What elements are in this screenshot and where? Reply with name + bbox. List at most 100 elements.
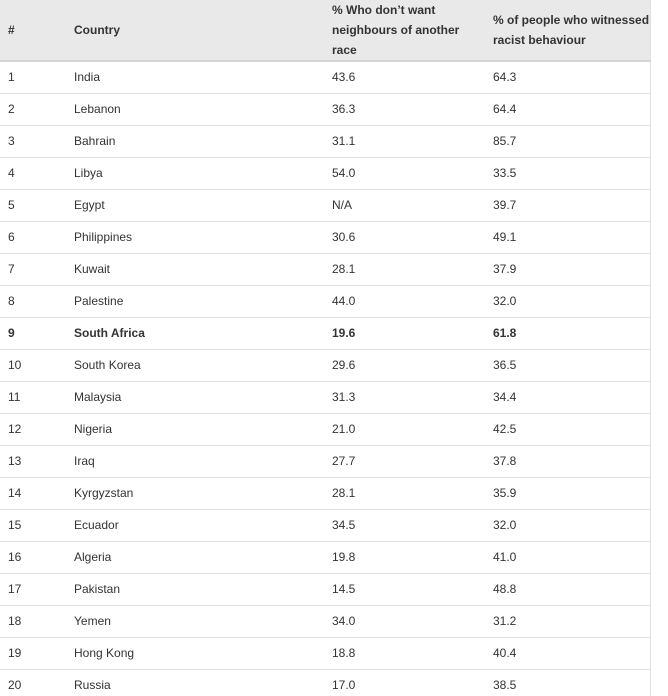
witnessed-percent-cell: 38.5 bbox=[485, 669, 650, 696]
country-cell: Algeria bbox=[66, 541, 324, 574]
rank-cell: 15 bbox=[0, 509, 66, 542]
rank-cell: 8 bbox=[0, 285, 66, 318]
witnessed-percent-cell: 32.0 bbox=[485, 509, 650, 542]
country-cell: Pakistan bbox=[66, 573, 324, 606]
witnessed-percent-cell: 64.3 bbox=[485, 61, 650, 94]
rank-cell: 18 bbox=[0, 605, 66, 638]
rank-cell: 16 bbox=[0, 541, 66, 574]
table-row: 15 Ecuador 34.5 32.0 bbox=[0, 509, 650, 542]
table-row: 2 Lebanon 36.3 64.4 bbox=[0, 93, 650, 126]
neighbours-percent-cell: 19.6 bbox=[324, 317, 485, 350]
table-row: 19 Hong Kong 18.8 40.4 bbox=[0, 637, 650, 670]
neighbours-percent-cell: 14.5 bbox=[324, 573, 485, 606]
witnessed-percent-cell: 39.7 bbox=[485, 189, 650, 222]
witnessed-percent-cell: 36.5 bbox=[485, 349, 650, 382]
neighbours-percent-cell: 43.6 bbox=[324, 61, 485, 94]
witnessed-percent-cell: 85.7 bbox=[485, 125, 650, 158]
country-cell: India bbox=[66, 61, 324, 94]
neighbours-percent-cell: 27.7 bbox=[324, 445, 485, 478]
table-row: 8 Palestine 44.0 32.0 bbox=[0, 285, 650, 318]
rank-cell: 19 bbox=[0, 637, 66, 670]
column-header: # bbox=[0, 0, 66, 62]
rank-cell: 3 bbox=[0, 125, 66, 158]
witnessed-percent-cell: 35.9 bbox=[485, 477, 650, 510]
rank-cell: 4 bbox=[0, 157, 66, 190]
country-cell: Palestine bbox=[66, 285, 324, 318]
rank-cell: 17 bbox=[0, 573, 66, 606]
country-cell: Ecuador bbox=[66, 509, 324, 542]
neighbours-percent-cell: 30.6 bbox=[324, 221, 485, 254]
neighbours-percent-cell: 18.8 bbox=[324, 637, 485, 670]
table-row: 20 Russia 17.0 38.5 bbox=[0, 669, 650, 696]
rank-cell: 7 bbox=[0, 253, 66, 286]
table-row: 13 Iraq 27.7 37.8 bbox=[0, 445, 650, 478]
country-cell: Russia bbox=[66, 669, 324, 696]
country-cell: Iraq bbox=[66, 445, 324, 478]
witnessed-percent-cell: 48.8 bbox=[485, 573, 650, 606]
neighbours-percent-cell: 21.0 bbox=[324, 413, 485, 446]
neighbours-percent-cell: 54.0 bbox=[324, 157, 485, 190]
column-header: % of people who witnessed racist behavio… bbox=[485, 0, 650, 62]
country-cell: Philippines bbox=[66, 221, 324, 254]
witnessed-percent-cell: 34.4 bbox=[485, 381, 650, 414]
rank-cell: 6 bbox=[0, 221, 66, 254]
column-header: % Who don’t want neighbours of another r… bbox=[324, 0, 485, 62]
witnessed-percent-cell: 49.1 bbox=[485, 221, 650, 254]
table-row: 14 Kyrgyzstan 28.1 35.9 bbox=[0, 477, 650, 510]
table-row: 12 Nigeria 21.0 42.5 bbox=[0, 413, 650, 446]
country-cell: Nigeria bbox=[66, 413, 324, 446]
rank-cell: 20 bbox=[0, 669, 66, 696]
country-cell: South Africa bbox=[66, 317, 324, 350]
neighbours-percent-cell: 36.3 bbox=[324, 93, 485, 126]
neighbours-percent-cell: 34.0 bbox=[324, 605, 485, 638]
witnessed-percent-cell: 61.8 bbox=[485, 317, 650, 350]
rank-cell: 13 bbox=[0, 445, 66, 478]
table-row: 7 Kuwait 28.1 37.9 bbox=[0, 253, 650, 286]
table-row: 11 Malaysia 31.3 34.4 bbox=[0, 381, 650, 414]
country-cell: Libya bbox=[66, 157, 324, 190]
table-body: 1 India 43.6 64.3 2 Lebanon 36.3 64.4 3 Bahrain 31… bbox=[0, 61, 650, 696]
table-row: 18 Yemen 34.0 31.2 bbox=[0, 605, 650, 638]
country-cell: Hong Kong bbox=[66, 637, 324, 670]
ranking-table: # Country% Who don’t want neighbours of a… bbox=[0, 0, 651, 696]
neighbours-percent-cell: 34.5 bbox=[324, 509, 485, 542]
table-row: 17 Pakistan 14.5 48.8 bbox=[0, 573, 650, 606]
country-cell: Egypt bbox=[66, 189, 324, 222]
rank-cell: 1 bbox=[0, 61, 66, 94]
witnessed-percent-cell: 64.4 bbox=[485, 93, 650, 126]
table-header: # Country% Who don’t want neighbours of a… bbox=[0, 0, 650, 62]
neighbours-percent-cell: 31.3 bbox=[324, 381, 485, 414]
country-cell: Bahrain bbox=[66, 125, 324, 158]
neighbours-percent-cell: 19.8 bbox=[324, 541, 485, 574]
country-cell: South Korea bbox=[66, 349, 324, 382]
table-row: 4 Libya 54.0 33.5 bbox=[0, 157, 650, 190]
neighbours-percent-cell: N/A bbox=[324, 189, 485, 222]
rank-cell: 14 bbox=[0, 477, 66, 510]
rank-cell: 11 bbox=[0, 381, 66, 414]
rank-cell: 9 bbox=[0, 317, 66, 350]
neighbours-percent-cell: 29.6 bbox=[324, 349, 485, 382]
country-cell: Kuwait bbox=[66, 253, 324, 286]
table-row: 3 Bahrain 31.1 85.7 bbox=[0, 125, 650, 158]
witnessed-percent-cell: 33.5 bbox=[485, 157, 650, 190]
table-row: 10 South Korea 29.6 36.5 bbox=[0, 349, 650, 382]
column-header: Country bbox=[66, 0, 324, 62]
country-cell: Malaysia bbox=[66, 381, 324, 414]
rank-cell: 12 bbox=[0, 413, 66, 446]
rank-cell: 5 bbox=[0, 189, 66, 222]
witnessed-percent-cell: 32.0 bbox=[485, 285, 650, 318]
neighbours-percent-cell: 28.1 bbox=[324, 477, 485, 510]
neighbours-percent-cell: 44.0 bbox=[324, 285, 485, 318]
table-row: 16 Algeria 19.8 41.0 bbox=[0, 541, 650, 574]
table-row: 9 South Africa 19.6 61.8 bbox=[0, 317, 650, 350]
table-row: 5 Egypt N/A 39.7 bbox=[0, 189, 650, 222]
header-row: # Country% Who don’t want neighbours of a… bbox=[0, 0, 650, 62]
neighbours-percent-cell: 17.0 bbox=[324, 669, 485, 696]
country-cell: Kyrgyzstan bbox=[66, 477, 324, 510]
witnessed-percent-cell: 37.9 bbox=[485, 253, 650, 286]
witnessed-percent-cell: 31.2 bbox=[485, 605, 650, 638]
witnessed-percent-cell: 40.4 bbox=[485, 637, 650, 670]
table-row: 1 India 43.6 64.3 bbox=[0, 61, 650, 94]
witnessed-percent-cell: 37.8 bbox=[485, 445, 650, 478]
